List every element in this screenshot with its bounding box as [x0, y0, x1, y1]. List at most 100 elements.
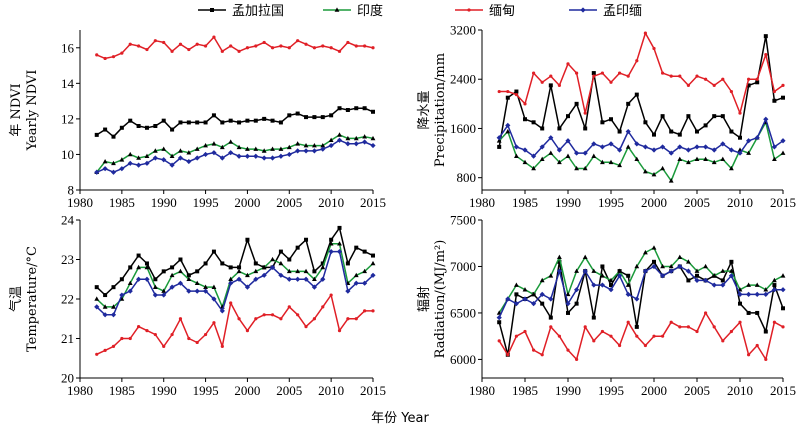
data-point [694, 156, 700, 162]
data-point [531, 291, 536, 297]
data-point [617, 129, 622, 134]
legend-label: 印度 [357, 3, 383, 19]
x-tick-label: 2010 [727, 383, 753, 398]
data-point [539, 291, 545, 297]
data-point [111, 285, 116, 290]
data-point [755, 343, 759, 348]
data-point [152, 148, 158, 153]
data-point [102, 312, 108, 318]
y-axis-label: 气温 [8, 286, 24, 312]
data-point [686, 278, 691, 283]
data-point [522, 296, 528, 302]
series-4 [94, 249, 376, 318]
data-point [634, 156, 640, 162]
data-point [345, 135, 351, 141]
data-point [711, 147, 717, 153]
data-point [337, 132, 342, 137]
data-point [345, 141, 351, 147]
data-point [514, 153, 519, 158]
series-line [498, 265, 783, 318]
data-point [362, 106, 367, 111]
data-point [763, 116, 769, 122]
data-point [228, 139, 234, 144]
data-point [329, 293, 333, 297]
data-point [244, 153, 251, 159]
data-point [583, 111, 587, 115]
data-point [362, 249, 367, 254]
data-point [178, 317, 183, 321]
series-4 [496, 116, 786, 159]
data-point [136, 276, 142, 282]
data-point [678, 74, 682, 78]
data-point [652, 132, 656, 137]
data-point [557, 83, 562, 87]
data-point [747, 353, 751, 357]
data-point [781, 325, 785, 329]
data-point [574, 301, 579, 306]
data-point [211, 113, 216, 118]
data-point [755, 80, 760, 85]
series-line [498, 312, 784, 361]
data-point [660, 273, 666, 279]
data-point [161, 269, 166, 274]
data-point [303, 268, 309, 274]
data-point [506, 89, 510, 94]
data-point [287, 305, 291, 309]
data-point [270, 46, 275, 50]
data-point [137, 325, 141, 329]
data-point [127, 151, 133, 157]
y-tick-label: 1600 [450, 121, 476, 136]
data-point [245, 272, 250, 278]
data-point [695, 273, 699, 278]
data-point [780, 287, 786, 293]
data-point [228, 280, 234, 286]
data-point [643, 249, 648, 255]
data-point [219, 144, 225, 150]
series-line [498, 261, 784, 356]
data-point [694, 277, 700, 284]
data-point [278, 146, 284, 151]
data-point [320, 276, 326, 282]
x-tick-label: 2000 [641, 195, 667, 210]
data-point [609, 283, 613, 288]
data-point [170, 332, 174, 337]
legend-marker [467, 8, 471, 12]
y-tick-label: 23 [61, 252, 74, 267]
data-point [128, 265, 133, 270]
data-point [286, 268, 292, 274]
data-point [362, 268, 368, 274]
data-point [651, 147, 657, 153]
data-point [523, 329, 527, 334]
data-point [643, 120, 648, 125]
data-point [94, 285, 99, 290]
data-point [763, 329, 768, 334]
data-point [127, 288, 133, 294]
data-point [110, 169, 117, 175]
data-point [371, 309, 375, 313]
x-tick-label: 1995 [193, 383, 219, 398]
data-point [120, 51, 124, 55]
data-point [136, 155, 141, 160]
data-point [236, 276, 242, 282]
data-point [145, 329, 149, 333]
data-point [608, 159, 614, 165]
data-point [161, 292, 167, 298]
data-point [548, 296, 554, 302]
data-point [102, 166, 108, 172]
data-point [677, 263, 683, 270]
data-point [144, 276, 150, 282]
data-point [363, 309, 367, 313]
data-point [262, 313, 266, 317]
data-point [287, 113, 292, 118]
data-point [354, 106, 359, 111]
data-point [111, 344, 116, 348]
x-tick-label: 2005 [684, 383, 710, 398]
data-point [312, 276, 317, 282]
data-point [94, 296, 100, 301]
data-point [531, 165, 536, 171]
data-point [169, 272, 175, 278]
data-point [592, 74, 596, 78]
data-point [506, 353, 510, 357]
data-point [270, 146, 275, 151]
